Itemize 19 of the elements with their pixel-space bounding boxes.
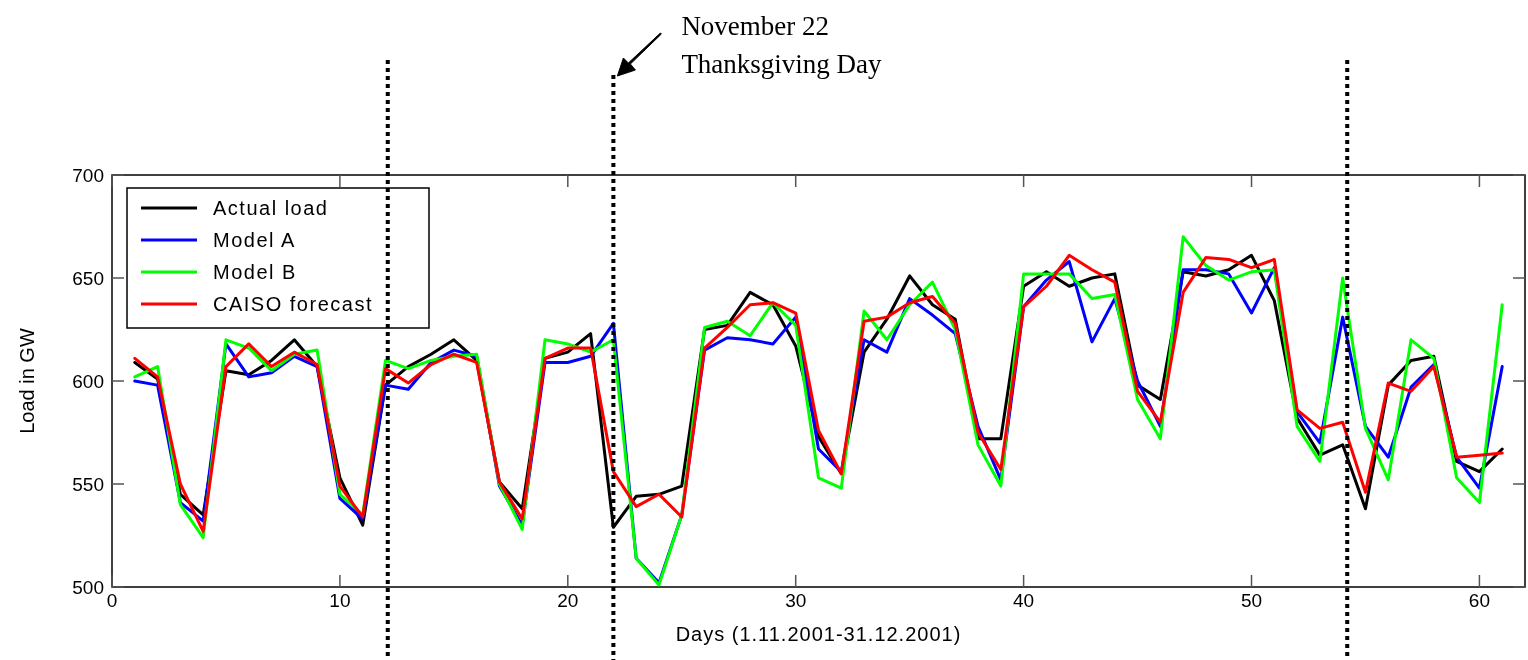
y-tick-label: 700 (72, 165, 104, 186)
x-tick-label: 10 (329, 590, 351, 611)
y-tick-label: 600 (72, 371, 104, 392)
x-tick-label: 0 (106, 590, 118, 611)
x-tick-label: 30 (785, 590, 807, 611)
legend-label: Actual load (213, 197, 329, 219)
y-tick-label: 550 (72, 474, 104, 495)
text: November 22 Thanksgiving Day (681, 11, 883, 79)
legend-label: CAISO forecast (213, 293, 373, 315)
y-axis-title: Load in GW (16, 328, 38, 434)
legend-label: Model B (213, 261, 297, 283)
x-tick-label: 60 (1468, 590, 1490, 611)
x-axis-title: Days (1.11.2001-31.12.2001) (675, 623, 962, 645)
legend-label: Model A (213, 229, 296, 251)
x-tick-label: 20 (557, 590, 579, 611)
x-tick-label: 40 (1013, 590, 1035, 611)
x-tick-label: 50 (1240, 590, 1263, 611)
y-tick-label: 500 (72, 577, 104, 598)
y-tick-label: 650 (72, 268, 104, 289)
